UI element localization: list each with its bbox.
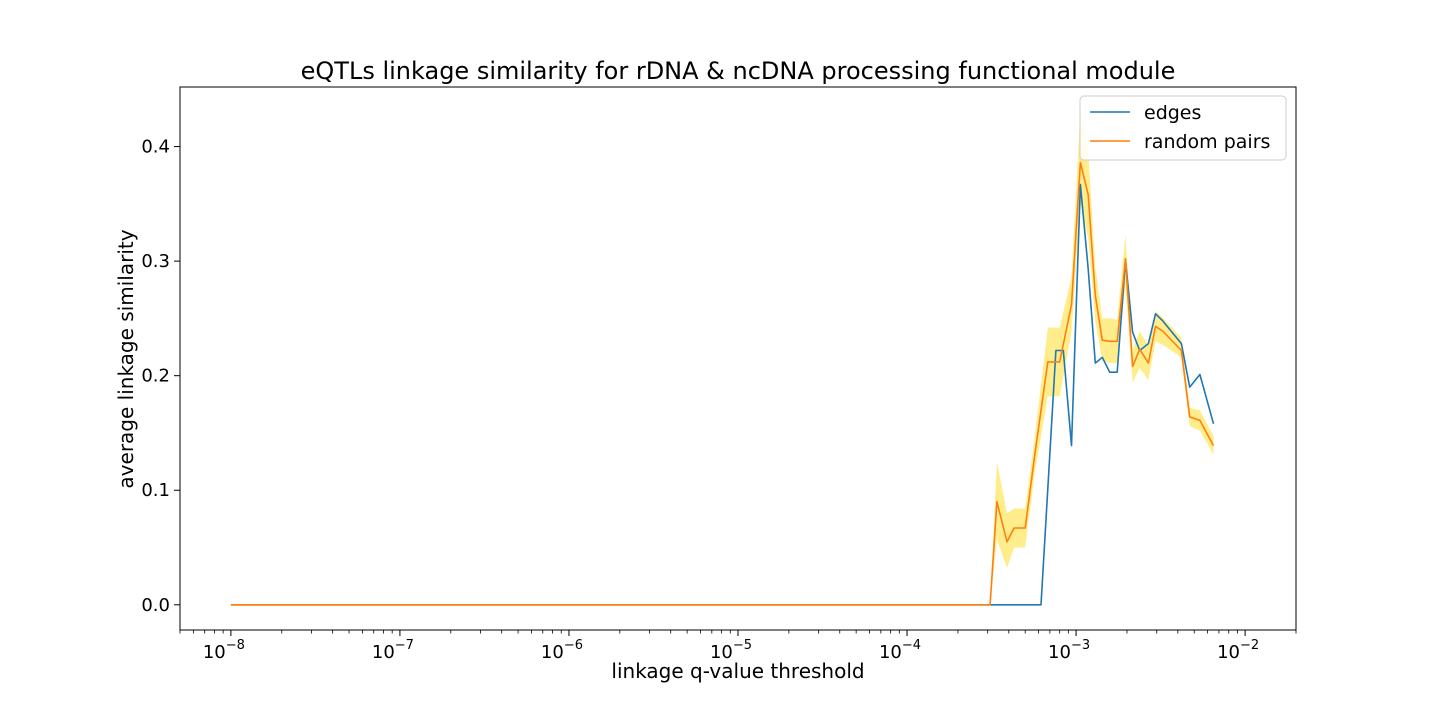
legend: edges random pairs <box>1079 95 1287 161</box>
x-tick-label: 10−5 <box>710 638 752 663</box>
random-pairs-line <box>230 161 1215 606</box>
y-tick-label: 0.2 <box>141 366 170 387</box>
random-pairs-band <box>230 109 1214 605</box>
y-tick-label: 0.3 <box>141 251 170 272</box>
x-tick-label: 10−2 <box>1217 638 1259 663</box>
y-tick-label: 0.4 <box>141 137 170 158</box>
y-tick-label: 0.1 <box>141 480 170 501</box>
y-axis: 0.0 0.1 0.2 0.3 0.4 <box>141 137 180 616</box>
x-tick-label: 10−6 <box>541 638 583 663</box>
x-tick-label: 10−7 <box>372 638 414 663</box>
x-tick-label: 10−8 <box>203 638 245 663</box>
legend-box <box>1079 95 1287 161</box>
x-axis-label: linkage q-value threshold <box>611 659 864 683</box>
legend-label-random-pairs: random pairs <box>1144 131 1270 153</box>
plot-area <box>230 109 1215 606</box>
x-tick-label: 10−4 <box>879 638 921 663</box>
y-tick-label: 0.0 <box>141 595 170 616</box>
x-tick-label: 10−3 <box>1048 638 1090 663</box>
chart-title: eQTLs linkage similarity for rDNA & ncDN… <box>301 57 1176 85</box>
axes-frame <box>179 86 1297 631</box>
edges-line <box>230 183 1215 606</box>
x-axis: 10−8 10−7 10−6 10−5 10−4 10−3 10−2 <box>179 630 1297 663</box>
legend-label-edges: edges <box>1144 102 1201 124</box>
y-axis-label: average linkage similarity <box>114 229 138 488</box>
